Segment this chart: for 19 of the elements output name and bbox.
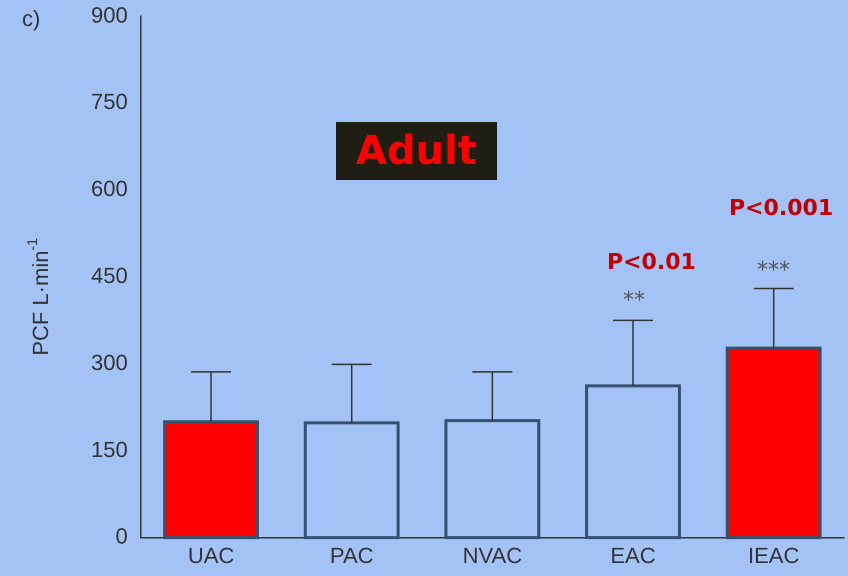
annotation: P<0.001 (729, 196, 834, 221)
text: c) (22, 6, 40, 32)
y-tick-label: 900 (90, 2, 128, 28)
annotation: Adult (336, 122, 497, 180)
x-tick-label: UAC (188, 542, 234, 568)
annotation: P<0.01 (607, 250, 696, 275)
y-tick-label: 150 (90, 436, 128, 462)
y-axis-title: PCF L·min-1 (24, 238, 54, 356)
x-tick-label: NVAC (462, 542, 522, 568)
annotation: *** (757, 258, 790, 283)
y-tick-label: 300 (90, 350, 128, 375)
y-tick-label: 0 (115, 524, 128, 549)
y-tick-label: 450 (90, 262, 128, 288)
x-tick-label: EAC (610, 542, 656, 568)
x-tick-label: IEAC (748, 542, 800, 568)
annotation: ** (623, 288, 645, 313)
y-tick-label: 750 (90, 89, 128, 114)
x-tick-label: PAC (330, 542, 374, 568)
y-tick-label: 600 (90, 176, 128, 202)
